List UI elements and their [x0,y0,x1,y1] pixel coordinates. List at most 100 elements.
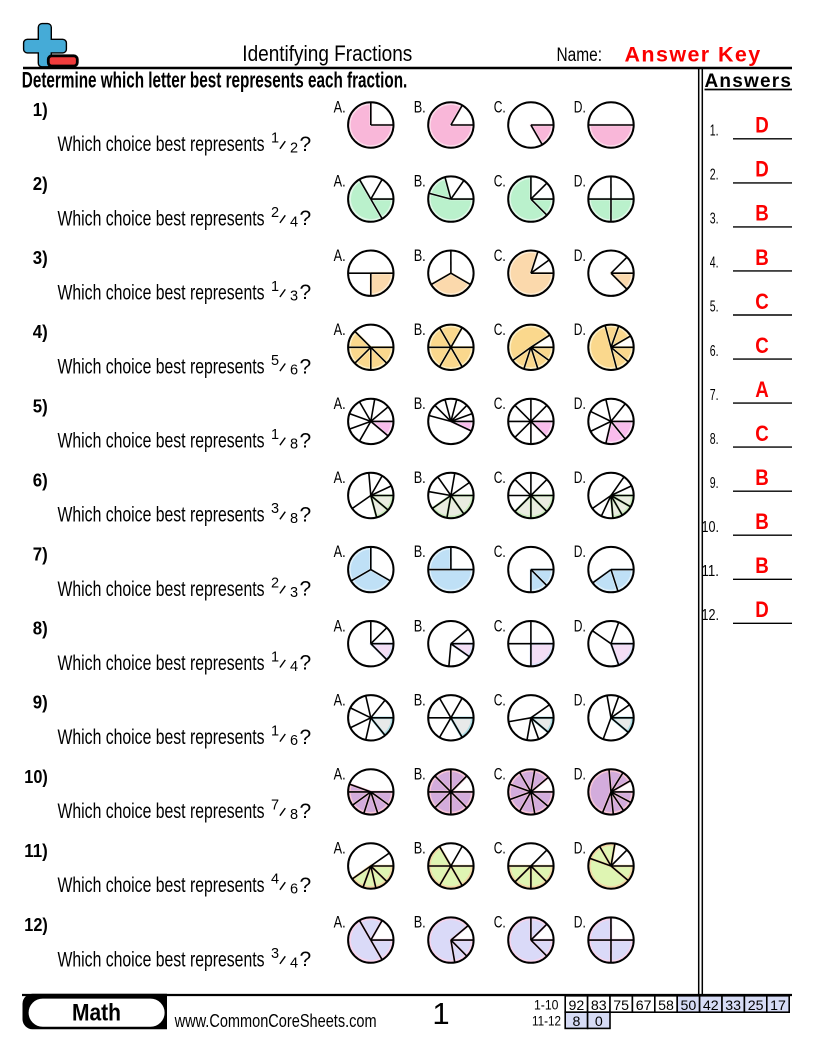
svg-text:5.: 5. [710,299,719,316]
svg-text:1: 1 [271,427,279,443]
svg-text:B.: B. [414,765,426,784]
svg-text:Which choice best represents: Which choice best represents [58,430,265,453]
svg-text:8: 8 [290,511,298,527]
svg-text:A.: A. [334,690,346,709]
svg-text:Determine which letter best re: Determine which letter best represents e… [22,68,408,93]
svg-text:1: 1 [271,649,279,665]
svg-text:3): 3) [33,248,48,268]
svg-text:2: 2 [271,575,279,591]
svg-text:Which choice best represents: Which choice best represents [58,207,265,230]
svg-text:C: C [755,333,769,358]
svg-text:4.: 4. [710,255,719,272]
svg-text:D.: D. [574,468,586,487]
svg-text:10.: 10. [702,519,720,536]
svg-text:3: 3 [290,289,298,305]
svg-text:7): 7) [33,545,48,565]
svg-text:B: B [755,245,769,270]
svg-text:D.: D. [574,765,586,784]
svg-text:B.: B. [414,690,426,709]
svg-text:C.: C. [494,765,506,784]
svg-text:C.: C. [494,468,506,487]
svg-text:6: 6 [290,363,298,379]
svg-text:B.: B. [414,98,426,117]
svg-text:8): 8) [33,619,48,639]
svg-text:C.: C. [494,616,506,635]
svg-text:C.: C. [494,913,506,932]
svg-text:1): 1) [33,100,48,120]
svg-text:8: 8 [572,1014,580,1030]
svg-text:C.: C. [494,690,506,709]
svg-text:?: ? [300,281,312,304]
svg-text:B: B [755,465,769,490]
svg-text:3: 3 [271,946,279,962]
svg-text:Answers: Answers [705,71,793,92]
svg-text:A.: A. [334,765,346,784]
svg-text:D.: D. [574,616,586,635]
svg-text:?: ? [300,578,312,601]
svg-text:1: 1 [271,279,279,295]
svg-text:75: 75 [613,998,629,1014]
svg-text:C.: C. [494,320,506,339]
svg-text:?: ? [300,133,312,156]
svg-text:3.: 3. [710,211,719,228]
svg-text:A.: A. [334,320,346,339]
svg-text:A.: A. [334,394,346,413]
svg-text:Name:: Name: [557,45,603,66]
svg-text:1: 1 [432,996,449,1031]
svg-text:4): 4) [33,322,48,342]
svg-text:C.: C. [494,172,506,191]
svg-text:A.: A. [334,468,346,487]
svg-text:50: 50 [681,998,697,1014]
svg-text:A.: A. [334,839,346,858]
svg-text:?: ? [300,355,312,378]
svg-text:12.: 12. [702,607,720,624]
svg-text:C.: C. [494,98,506,117]
svg-text:?: ? [300,652,312,675]
svg-text:C.: C. [494,394,506,413]
svg-text:?: ? [300,429,312,452]
svg-text:B.: B. [414,913,426,932]
svg-text:B.: B. [414,542,426,561]
svg-text:67: 67 [636,998,652,1014]
svg-text:B.: B. [414,616,426,635]
svg-text:D.: D. [574,839,586,858]
svg-text:A.: A. [334,913,346,932]
svg-text:?: ? [300,504,312,527]
svg-text:2: 2 [290,140,298,156]
svg-text:D: D [755,113,769,138]
svg-text:11): 11) [24,841,48,861]
svg-text:Which choice best represents: Which choice best represents [58,726,265,749]
svg-text:Which choice best represents: Which choice best represents [58,281,265,304]
svg-text:B.: B. [414,394,426,413]
svg-text:Which choice best represents: Which choice best represents [58,652,265,675]
svg-text:10): 10) [24,767,48,787]
svg-text:B.: B. [414,172,426,191]
svg-text:8: 8 [290,807,298,823]
svg-text:Which choice best represents: Which choice best represents [58,874,265,897]
svg-text:92: 92 [569,998,585,1014]
svg-text:D.: D. [574,542,586,561]
svg-text:2): 2) [33,174,48,194]
svg-text:?: ? [300,207,312,230]
svg-text:www.CommonCoreSheets.com: www.CommonCoreSheets.com [174,1010,377,1031]
svg-text:5): 5) [33,396,48,416]
svg-text:A: A [755,377,769,402]
svg-text:D.: D. [574,246,586,265]
svg-text:B: B [755,509,769,534]
svg-text:D.: D. [574,320,586,339]
svg-text:12): 12) [24,915,48,935]
svg-text:8: 8 [290,437,298,453]
svg-text:?: ? [300,800,312,823]
svg-text:B: B [755,201,769,226]
svg-text:Which choice best represents: Which choice best represents [58,578,265,601]
svg-text:9.: 9. [710,475,719,492]
svg-text:25: 25 [748,998,764,1014]
svg-text:Which choice best represents: Which choice best represents [58,133,265,156]
svg-text:Math: Math [72,1000,121,1027]
svg-text:9): 9) [33,693,48,713]
svg-text:D: D [755,157,769,182]
svg-text:C.: C. [494,542,506,561]
svg-text:83: 83 [591,998,607,1014]
svg-text:A.: A. [334,616,346,635]
svg-text:6: 6 [290,881,298,897]
